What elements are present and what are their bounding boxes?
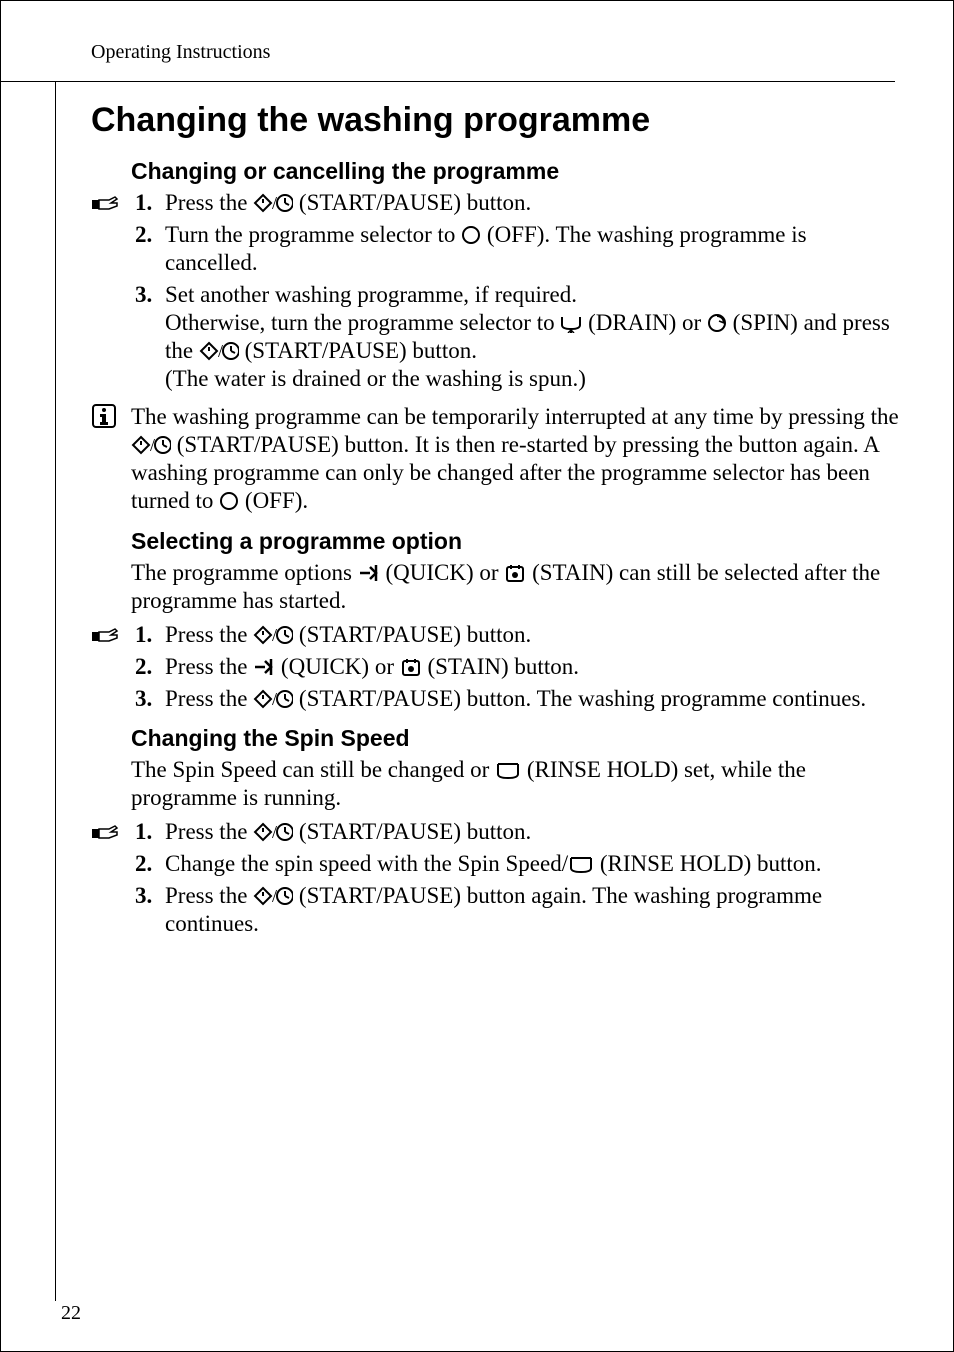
sub2-step1: 1. Press the / (START/PAUSE) button. — [131, 621, 903, 649]
diamond-clock-icon: / — [253, 689, 293, 709]
drain-icon — [560, 313, 582, 333]
sub3-steps: 1. Press the / (START/PAUSE) button. 2. … — [131, 818, 903, 938]
sub1-step3: 3. Set another washing programme, if req… — [131, 281, 903, 393]
diamond-clock-icon: / — [253, 625, 293, 645]
page-number: 22 — [61, 1302, 81, 1325]
quick-icon — [358, 563, 380, 583]
circle-icon — [461, 225, 481, 245]
step-number: 3. — [135, 882, 165, 938]
sub1-step1: 1. Press the / (START/PAUSE) button. — [131, 189, 903, 217]
sub3-step2: 2. Change the spin speed with the Spin S… — [131, 850, 903, 878]
info-icon — [91, 403, 131, 515]
section-title: Changing the washing programme — [91, 101, 903, 140]
spin-icon — [707, 313, 727, 333]
step-text: Press the (QUICK) or (STAIN) button. — [165, 653, 903, 681]
step-number: 2. — [135, 221, 165, 277]
quick-icon — [253, 657, 275, 677]
sub3-step3: 3. Press the / (START/PAUSE) button agai… — [131, 882, 903, 938]
diamond-clock-icon: / — [131, 435, 171, 455]
step-text: Press the / (START/PAUSE) button again. … — [165, 882, 903, 938]
sub3-intro: The Spin Speed can still be changed or (… — [131, 756, 903, 812]
hand-icon — [91, 189, 135, 217]
diamond-clock-icon: / — [253, 886, 293, 906]
step-text: Press the / (START/PAUSE) button. — [165, 189, 903, 217]
step-number: 2. — [135, 850, 165, 878]
diamond-clock-icon: / — [199, 341, 239, 361]
circle-icon — [219, 491, 239, 511]
sub1-info: The washing programme can be temporarily… — [131, 403, 903, 515]
hand-icon — [91, 818, 135, 846]
left-vertical-rule — [55, 81, 56, 1301]
step-number: 3. — [135, 281, 165, 393]
sub1-steps: 1. Press the / (START/PAUSE) button. 2. … — [131, 189, 903, 393]
stain-icon — [400, 657, 422, 677]
step-text: Press the / (START/PAUSE) button. — [165, 621, 903, 649]
step-number: 2. — [135, 653, 165, 681]
rinse-hold-icon — [495, 760, 521, 780]
sub2-step3: 3. Press the / (START/PAUSE) button. The… — [131, 685, 903, 713]
header-rule — [0, 81, 895, 82]
step-number: 1. — [135, 818, 165, 846]
stain-icon — [504, 563, 526, 583]
sub2-step2: 2. Press the (QUICK) or (STAIN) button. — [131, 653, 903, 681]
hand-icon — [91, 621, 135, 649]
sub3-step1: 1. Press the / (START/PAUSE) button. — [131, 818, 903, 846]
info-text: The washing programme can be temporarily… — [131, 403, 903, 515]
step-text: Press the / (START/PAUSE) button. — [165, 818, 903, 846]
step-text: Set another washing programme, if requir… — [165, 281, 903, 393]
page: Operating Instructions Changing the wash… — [0, 0, 954, 1352]
diamond-clock-icon: / — [253, 193, 293, 213]
sub2-steps: 1. Press the / (START/PAUSE) button. 2. … — [131, 621, 903, 713]
step-text: Press the / (START/PAUSE) button. The wa… — [165, 685, 903, 713]
subsection-cancel-heading: Changing or cancelling the programme — [131, 158, 903, 185]
step-number: 3. — [135, 685, 165, 713]
step-text: Change the spin speed with the Spin Spee… — [165, 850, 903, 878]
subsection-option-heading: Selecting a programme option — [131, 528, 903, 555]
step-text: Turn the programme selector to (OFF). Th… — [165, 221, 903, 277]
sub2-intro: The programme options (QUICK) or (STAIN)… — [131, 559, 903, 615]
page-header: Operating Instructions — [61, 41, 913, 64]
step-number: 1. — [135, 621, 165, 649]
rinse-hold-icon — [568, 854, 594, 874]
diamond-clock-icon: / — [253, 822, 293, 842]
step-number: 1. — [135, 189, 165, 217]
content-area: Changing the washing programme Changing … — [91, 101, 903, 942]
subsection-spin-heading: Changing the Spin Speed — [131, 725, 903, 752]
sub1-step2: 2. Turn the programme selector to (OFF).… — [131, 221, 903, 277]
